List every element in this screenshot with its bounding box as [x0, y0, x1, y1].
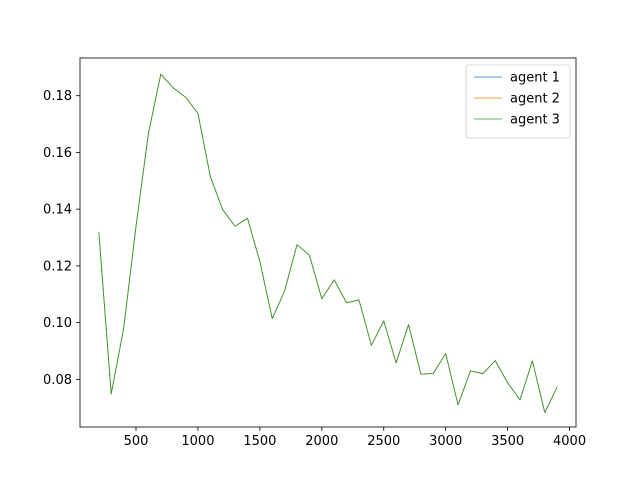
series-line-3	[98, 73, 558, 413]
x-tick-label: 500	[124, 434, 149, 449]
y-tick-label: 0.08	[43, 373, 72, 388]
x-tick-label: 3000	[429, 434, 462, 449]
y-axis: 0.08 0.10 0.12 0.14 0.16 0.18	[43, 89, 80, 388]
legend: agent 1 agent 2 agent 3	[465, 64, 571, 139]
x-axis: 500 1000 1500 2000 2500 3000 3500 4000	[124, 427, 586, 449]
legend-label: agent 1	[510, 71, 560, 86]
legend-label: agent 3	[510, 113, 560, 128]
legend-box	[465, 64, 571, 139]
legend-label: agent 2	[510, 92, 560, 107]
x-tick-label: 2000	[305, 434, 338, 449]
y-tick-label: 0.14	[43, 203, 72, 218]
x-tick-label: 4000	[553, 434, 586, 449]
y-tick-label: 0.16	[43, 146, 72, 161]
x-tick-label: 1000	[181, 434, 214, 449]
x-tick-label: 2500	[367, 434, 400, 449]
series-layer	[98, 73, 558, 413]
x-tick-label: 3500	[491, 434, 524, 449]
x-tick-label: 1500	[243, 434, 276, 449]
y-tick-label: 0.12	[43, 259, 72, 274]
y-tick-label: 0.10	[43, 316, 72, 331]
plot-frame	[79, 57, 577, 428]
y-tick-label: 0.18	[43, 89, 72, 104]
